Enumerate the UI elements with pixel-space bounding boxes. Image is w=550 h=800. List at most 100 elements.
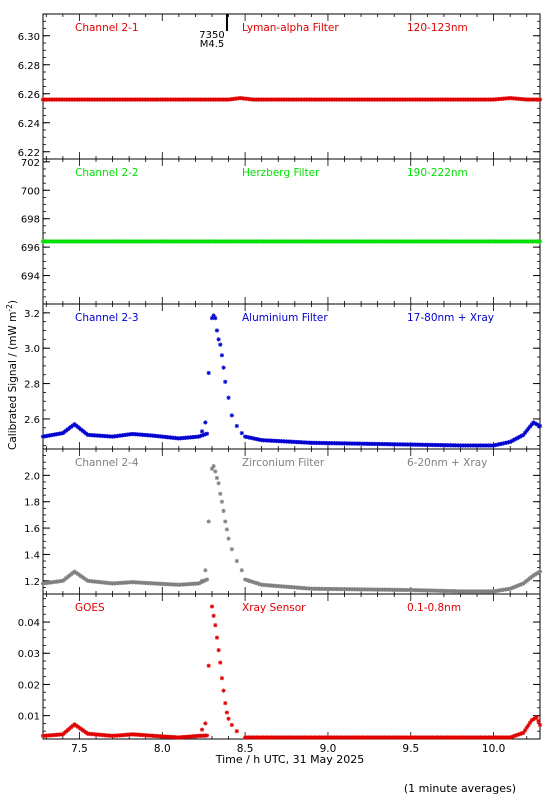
flare-event-marker: 7350 M4.5	[199, 14, 228, 50]
data-point	[216, 481, 221, 486]
data-point	[214, 475, 220, 481]
data-point	[211, 464, 216, 469]
y-tick-label: 6.30	[18, 32, 40, 43]
data-point	[234, 423, 239, 429]
data-point	[204, 733, 210, 738]
y-tick-label: 2.0	[24, 471, 40, 482]
panel-label-band: 120-123nm	[407, 22, 468, 34]
panel-frame	[42, 593, 541, 740]
y-tick-label: 0.02	[18, 680, 40, 691]
y-axis-label-close: )	[7, 300, 19, 304]
data-point	[537, 569, 543, 574]
data-point	[534, 715, 539, 720]
data-point	[218, 342, 223, 347]
panel-label-channel: Channel 2-1	[75, 22, 139, 34]
flare-event-class: M4.5	[200, 39, 225, 50]
panel-3: 2.6 2.8 3.0 3.2 Channel 2-3 Aluminium Filter 1…	[24, 303, 543, 450]
data-point	[216, 648, 221, 653]
series-points	[40, 239, 543, 244]
panel-frame	[42, 158, 541, 305]
data-point	[224, 710, 229, 715]
y-axis-label: Calibrated Signal / (mW m-2)	[5, 300, 19, 450]
data-point	[209, 604, 215, 609]
data-point	[223, 701, 228, 706]
data-point	[203, 721, 208, 726]
panel-label-channel: Channel 2-3	[75, 312, 139, 324]
y-tick-label: 3.2	[24, 309, 40, 320]
panel-label-filter: Herzberg Filter	[242, 167, 320, 179]
panel-frame	[42, 303, 541, 450]
x-tick-label: 10.0	[482, 743, 505, 755]
data-point	[229, 547, 234, 552]
data-point	[239, 430, 244, 436]
y-tick-label: 6.24	[18, 119, 40, 130]
y-tick-label: 2.6	[24, 415, 40, 426]
y-tick-label: 700	[21, 186, 40, 197]
series-points	[40, 96, 543, 102]
panel-4: 1.2 1.4 1.6 1.8 2.0 Channel 2-4 Zirconium Filt…	[24, 448, 543, 595]
y-axis-label-main: Calibrated Signal / (mW m	[7, 312, 19, 450]
data-point	[218, 660, 223, 665]
data-point	[226, 395, 231, 400]
data-point	[216, 337, 221, 342]
y-tick-label: 1.2	[24, 577, 40, 588]
y-tick-label: 0.03	[18, 649, 40, 660]
averaging-footnote: (1 minute averages)	[404, 782, 516, 795]
data-point	[206, 663, 211, 668]
panel-label-channel: GOES	[75, 602, 105, 614]
data-point	[234, 558, 239, 564]
panel-label-filter: Zirconium Filter	[242, 457, 325, 469]
panel-5: 0.01 0.02 0.03 0.04 GOES Xray Sensor 0.1-0.8nm	[18, 593, 543, 740]
data-point	[229, 722, 234, 728]
panel-label-band: 0.1-0.8nm	[407, 602, 461, 614]
data-point	[239, 568, 244, 573]
data-point	[199, 429, 205, 434]
panel-2: 694 696 698 700 702 Channel 2-2 Herzberg Filte…	[21, 158, 543, 305]
y-tick-label: 6.28	[18, 61, 40, 72]
data-point	[223, 519, 228, 524]
data-point	[218, 491, 223, 496]
data-point	[204, 431, 210, 436]
panel-1: 6.22 6.24 6.26 6.28 6.30 Channel 2-1 Lyman-alp…	[18, 13, 543, 160]
data-point	[226, 716, 231, 721]
data-point	[537, 97, 543, 102]
data-point	[536, 718, 541, 724]
y-tick-label: 1.8	[24, 498, 40, 509]
panel-label-band: 6-20nm + Xray	[407, 457, 487, 469]
chart-panels: 6.22 6.24 6.26 6.28 6.30 Channel 2-1 Lyman-alp…	[18, 13, 543, 740]
data-point	[221, 688, 226, 693]
y-tick-label: 1.6	[24, 524, 40, 535]
data-point	[211, 613, 216, 618]
data-point	[203, 568, 208, 573]
y-tick-label: 694	[21, 272, 40, 283]
data-point	[221, 508, 226, 514]
data-point	[206, 370, 211, 376]
data-point	[199, 727, 205, 732]
y-tick-label: 698	[21, 215, 40, 226]
data-point	[226, 536, 231, 541]
data-point	[214, 328, 220, 333]
data-point	[537, 239, 543, 244]
data-point	[213, 316, 218, 321]
data-point	[537, 423, 543, 429]
panel-frame	[42, 448, 541, 595]
series-points	[40, 313, 543, 448]
data-point	[229, 413, 234, 418]
panel-label-channel: Channel 2-4	[75, 457, 139, 469]
series-points	[40, 604, 543, 740]
y-tick-label: 2.8	[24, 380, 40, 391]
y-tick-label: 0.01	[18, 712, 40, 723]
x-axis-label: Time / h UTC, 31 May 2025	[215, 753, 365, 766]
y-tick-label: 702	[21, 158, 40, 169]
y-tick-label: 6.22	[18, 148, 40, 159]
data-point	[537, 722, 543, 728]
data-point	[203, 420, 208, 425]
y-tick-label: 1.4	[24, 550, 40, 561]
panel-label-band: 17-80nm + Xray	[407, 312, 494, 324]
data-point	[223, 379, 228, 384]
data-point	[213, 469, 218, 474]
panel-label-filter: Aluminium Filter	[242, 312, 328, 324]
data-point	[206, 519, 211, 524]
data-point	[214, 635, 220, 640]
